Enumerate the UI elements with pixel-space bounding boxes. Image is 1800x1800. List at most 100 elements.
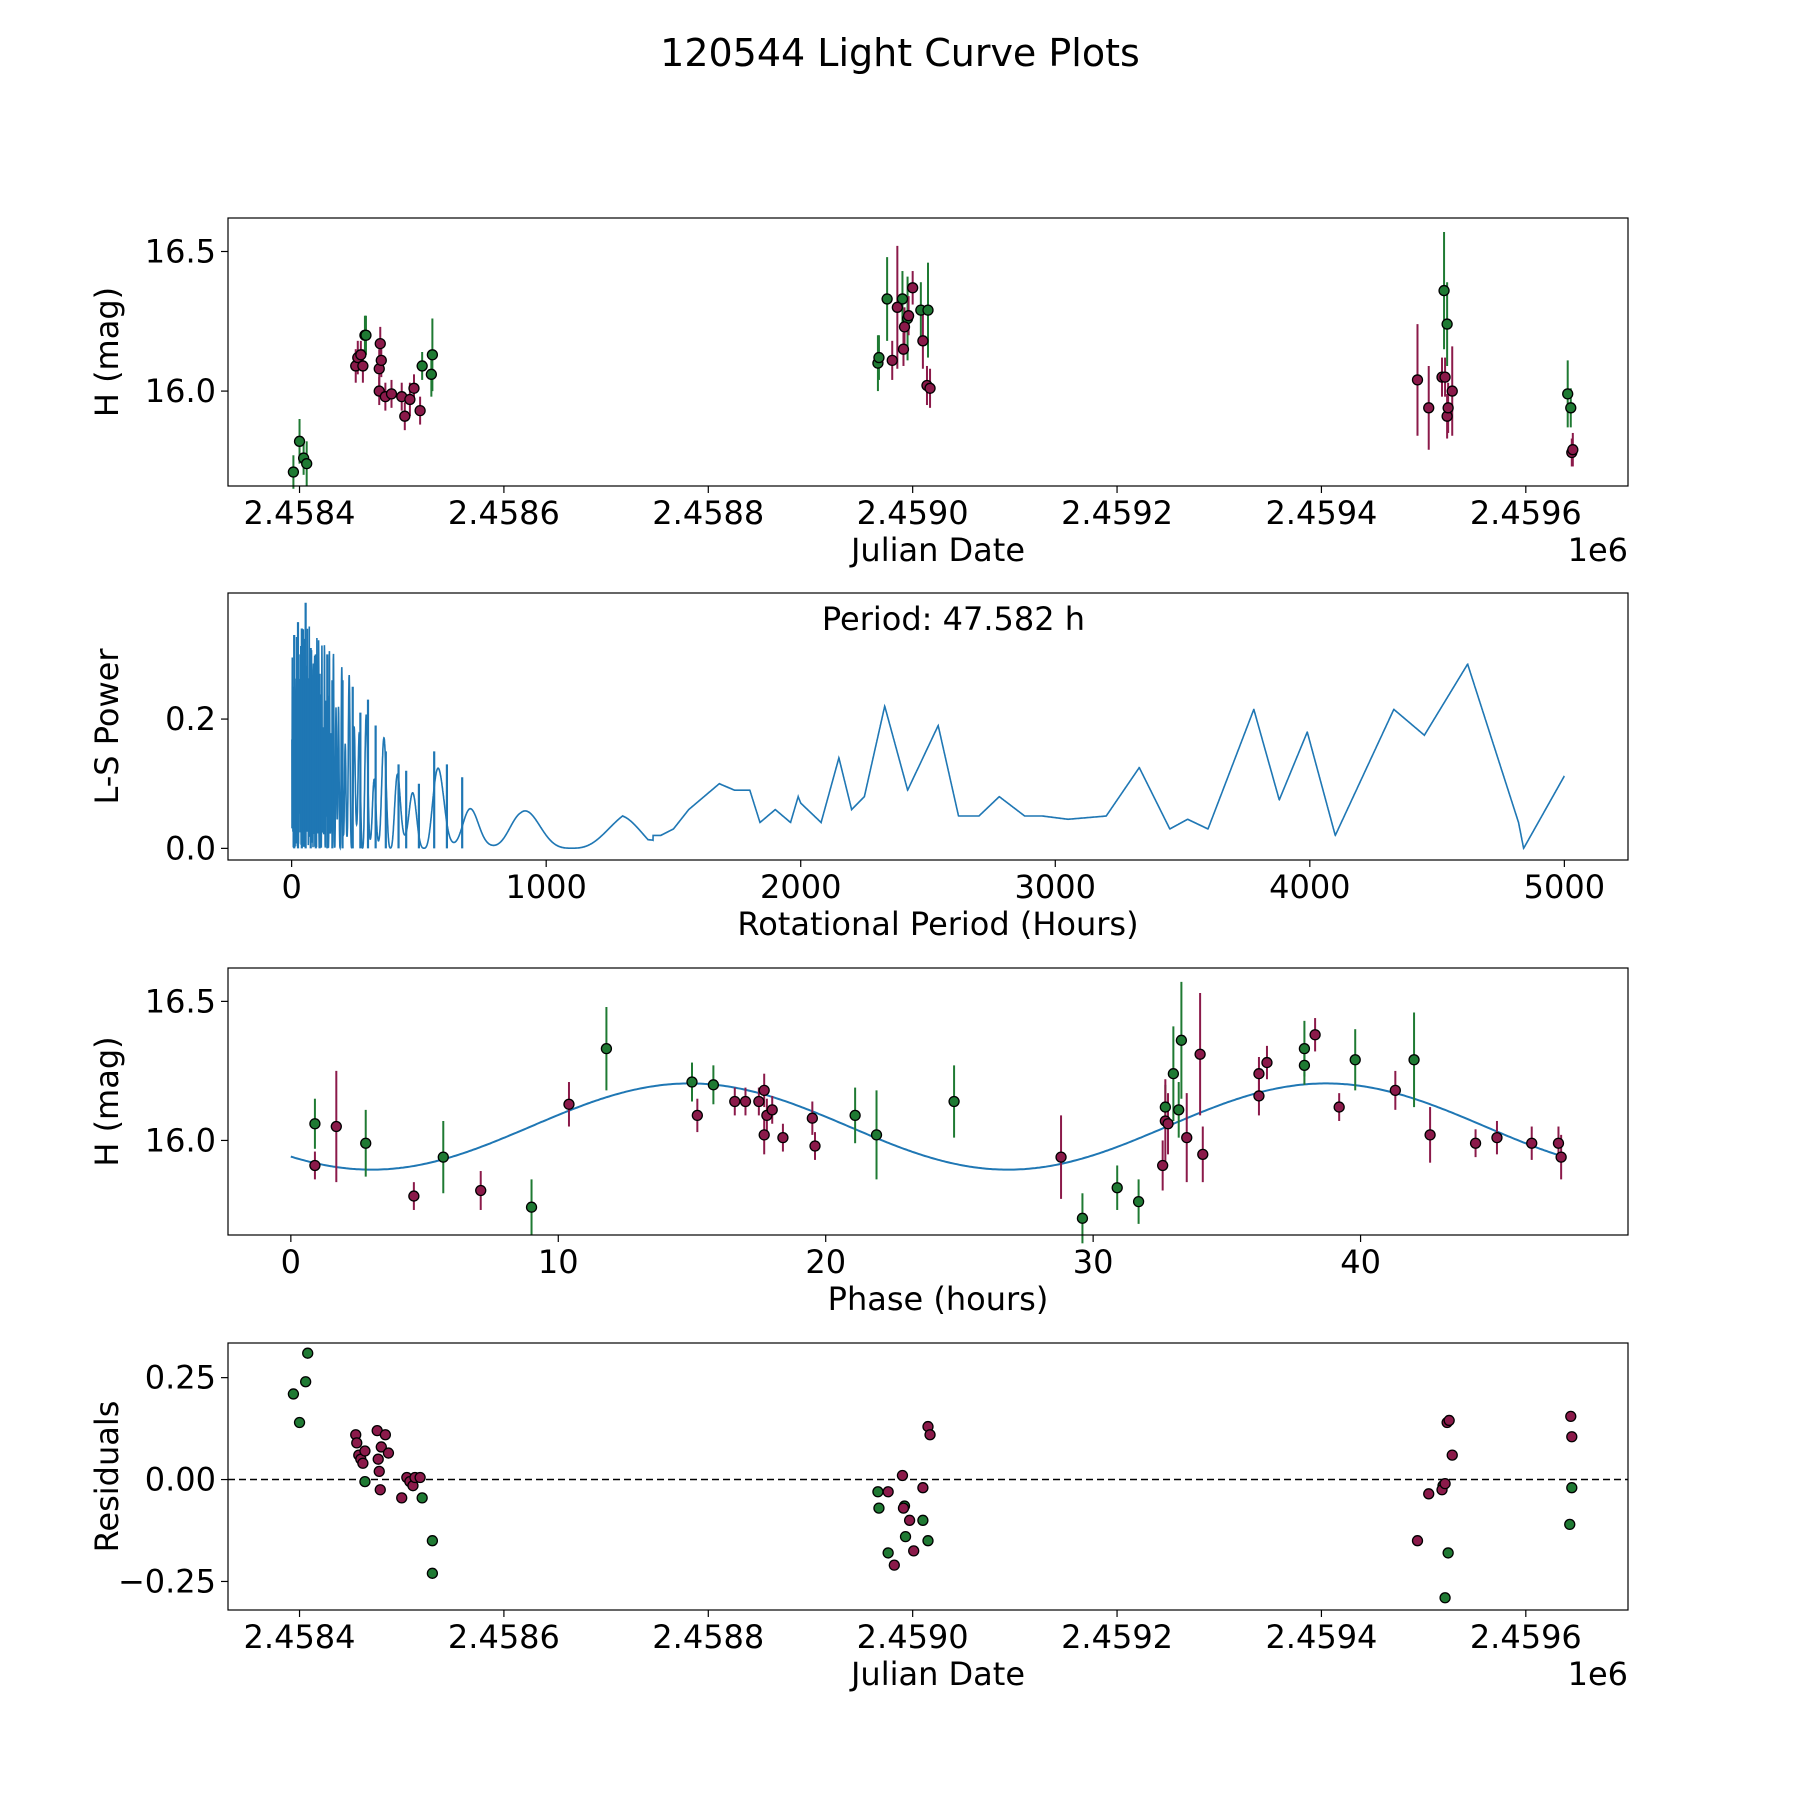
green-data-point bbox=[300, 1376, 312, 1388]
maroon-data-point bbox=[374, 337, 386, 350]
x-tick-label: 2.4590 bbox=[857, 1618, 969, 1656]
maroon-data-point bbox=[1333, 1101, 1345, 1113]
green-data-point bbox=[1438, 284, 1450, 297]
x-offset-label: 1e6 bbox=[1568, 1655, 1628, 1693]
green-data-point bbox=[416, 1492, 428, 1504]
green-data-point bbox=[1408, 1054, 1420, 1066]
x-tick-label: 2.4592 bbox=[1061, 494, 1173, 532]
maroon-data-point bbox=[806, 1112, 818, 1124]
x-tick-label: 2.4592 bbox=[1061, 1618, 1173, 1656]
green-data-point bbox=[707, 1079, 720, 1091]
maroon-data-point bbox=[908, 1545, 920, 1557]
y-tick-label: −0.25 bbox=[118, 1562, 216, 1600]
maroon-data-point bbox=[1411, 1535, 1424, 1547]
maroon-data-point bbox=[1423, 402, 1435, 414]
maroon-data-point bbox=[898, 321, 911, 333]
x-axis-label: Julian Date bbox=[849, 1655, 1025, 1693]
maroon-data-point bbox=[758, 1129, 770, 1141]
maroon-data-point bbox=[375, 1441, 387, 1453]
maroon-data-point bbox=[1055, 1151, 1067, 1163]
maroon-data-point bbox=[1446, 385, 1458, 397]
plot-area bbox=[228, 1347, 1628, 1604]
maroon-data-point bbox=[357, 1457, 369, 1469]
maroon-data-point bbox=[896, 1469, 909, 1482]
green-data-point bbox=[1298, 1059, 1311, 1071]
y-axis-label: L-S Power bbox=[88, 648, 126, 805]
x-tick-label: 2.4594 bbox=[1265, 1618, 1377, 1656]
axes-frame bbox=[227, 217, 1629, 487]
periodogram-line bbox=[291, 626, 1565, 851]
x-axis-label: Phase (hours) bbox=[828, 1280, 1049, 1318]
green-data-point bbox=[873, 1502, 885, 1514]
green-data-point bbox=[360, 1137, 372, 1149]
green-data-point bbox=[359, 1475, 371, 1488]
green-data-point bbox=[1441, 318, 1453, 330]
y-axis-label: H (mag) bbox=[88, 1036, 126, 1166]
green-data-point bbox=[1439, 1592, 1451, 1604]
green-data-point bbox=[437, 1151, 449, 1163]
green-data-point bbox=[872, 1486, 884, 1498]
green-data-point bbox=[922, 1535, 934, 1547]
maroon-data-point bbox=[924, 1429, 936, 1441]
maroon-data-point bbox=[404, 393, 416, 406]
green-data-point bbox=[426, 1567, 439, 1579]
x-axis-label: Julian Date bbox=[849, 531, 1025, 569]
plot-area bbox=[290, 981, 1567, 1244]
green-data-point bbox=[1159, 1101, 1171, 1113]
maroon-data-point bbox=[1389, 1084, 1401, 1097]
maroon-data-point bbox=[1552, 1137, 1565, 1149]
x-tick-label: 2.4584 bbox=[244, 494, 356, 532]
maroon-data-point bbox=[891, 301, 903, 313]
period-annotation: Period: 47.582 h bbox=[822, 600, 1085, 638]
maroon-data-point bbox=[1253, 1068, 1265, 1080]
x-tick-label: 2.4588 bbox=[652, 494, 764, 532]
maroon-data-point bbox=[359, 1445, 371, 1457]
green-data-point bbox=[426, 349, 439, 361]
y-tick-label: 16.0 bbox=[145, 372, 216, 410]
maroon-data-point bbox=[408, 382, 420, 394]
maroon-data-point bbox=[1423, 1488, 1435, 1500]
maroon-data-point bbox=[1162, 1118, 1174, 1130]
x-axis-label: Rotational Period (Hours) bbox=[737, 905, 1138, 943]
panel-residuals: 2.4584 2.4586 2.4588 2.4590 2.4592 2.4594 2.45… bbox=[88, 1342, 1629, 1693]
maroon-data-point bbox=[330, 1120, 342, 1133]
maroon-data-point bbox=[379, 1429, 392, 1441]
y-tick-label: 16.5 bbox=[145, 982, 216, 1020]
green-data-point bbox=[881, 293, 893, 305]
green-data-point bbox=[287, 466, 300, 478]
green-data-point bbox=[873, 351, 885, 364]
green-data-point bbox=[600, 1043, 613, 1055]
maroon-data-point bbox=[1442, 402, 1454, 414]
maroon-data-point bbox=[1194, 1048, 1206, 1060]
maroon-data-point bbox=[399, 410, 411, 422]
green-data-point bbox=[293, 435, 306, 447]
maroon-data-point bbox=[1181, 1132, 1193, 1144]
panel-periodogram: 0 1000 2000 3000 4000 5000 0.0 0.2 Rotational Pe… bbox=[88, 592, 1629, 943]
maroon-data-point bbox=[396, 1492, 408, 1504]
maroon-data-point bbox=[897, 343, 910, 355]
y-tick-label: 16.5 bbox=[145, 233, 216, 271]
green-data-point bbox=[309, 1118, 321, 1130]
axes-frame bbox=[227, 967, 1629, 1236]
green-data-point bbox=[1562, 388, 1574, 400]
panel-lightcurve: 2.4584 2.4586 2.4588 2.4590 2.4592 2.4594 2.45… bbox=[88, 217, 1629, 569]
maroon-data-point bbox=[1443, 1414, 1455, 1427]
green-data-point bbox=[917, 1514, 929, 1526]
green-data-point bbox=[1167, 1068, 1180, 1080]
y-tick-label: 0.25 bbox=[145, 1359, 216, 1397]
maroon-data-point bbox=[903, 1514, 916, 1526]
panel-phased: 0 10 20 30 40 16.0 16.5 Phase (hours) H (mag) bbox=[88, 967, 1629, 1318]
green-data-point bbox=[426, 1535, 439, 1547]
x-tick-label: 4000 bbox=[1269, 868, 1350, 906]
x-tick-label: 2000 bbox=[760, 868, 841, 906]
green-data-point bbox=[686, 1076, 698, 1088]
x-tick-label: 20 bbox=[805, 1243, 846, 1281]
maroon-data-point bbox=[1439, 371, 1451, 383]
maroon-data-point bbox=[357, 360, 369, 372]
x-offset-label: 1e6 bbox=[1568, 531, 1628, 569]
green-data-point bbox=[1565, 402, 1577, 414]
maroon-data-point bbox=[372, 1453, 384, 1465]
y-tick-label: 16.0 bbox=[145, 1121, 216, 1159]
green-data-point bbox=[287, 1388, 300, 1400]
